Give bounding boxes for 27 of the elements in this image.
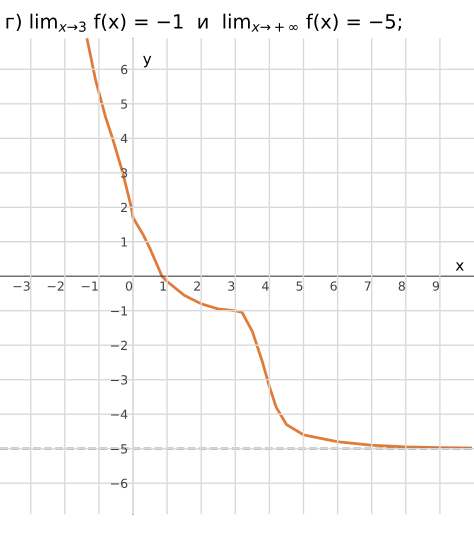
x-tick-label: 3 bbox=[228, 281, 234, 291]
x-tick-label: 5 bbox=[296, 281, 302, 291]
y-tick-label: −1 bbox=[111, 306, 127, 316]
chart-title: г) lim$_{x→3}$ f(x) = −1 и lim$_{x→+∞}$ f(x) = −5; bbox=[6, 14, 401, 32]
y-tick-label: 4 bbox=[120, 134, 128, 144]
x-tick-label: 7 bbox=[364, 281, 371, 291]
x-tick-label: −1 bbox=[82, 281, 98, 291]
x-tick-label: 6 bbox=[330, 281, 337, 291]
y-tick-label: 5 bbox=[121, 99, 128, 109]
y-tick-label: 1 bbox=[122, 237, 127, 246]
y-tick-label: −4 bbox=[111, 410, 128, 419]
x-tick-label: 1 bbox=[160, 281, 166, 291]
x-tick-label: 8 bbox=[398, 281, 405, 291]
y-tick-label: −3 bbox=[111, 375, 128, 385]
x-tick-label: −3 bbox=[14, 281, 30, 291]
y-tick-label: −5 bbox=[111, 444, 128, 454]
x-tick-label: 4 bbox=[262, 281, 269, 291]
y-axis-title: y bbox=[143, 56, 152, 68]
x-tick-label: 2 bbox=[194, 281, 200, 291]
x-tick-label: 0 bbox=[126, 281, 132, 291]
y-tick-label: −6 bbox=[111, 478, 128, 488]
y-tick-label: 6 bbox=[121, 64, 128, 74]
x-axis-title: x bbox=[456, 262, 464, 271]
x-tick-label: 9 bbox=[432, 281, 440, 291]
y-tick-label: 2 bbox=[121, 202, 127, 212]
y-tick-label: −2 bbox=[111, 340, 127, 350]
x-tick-label: −2 bbox=[48, 281, 64, 291]
